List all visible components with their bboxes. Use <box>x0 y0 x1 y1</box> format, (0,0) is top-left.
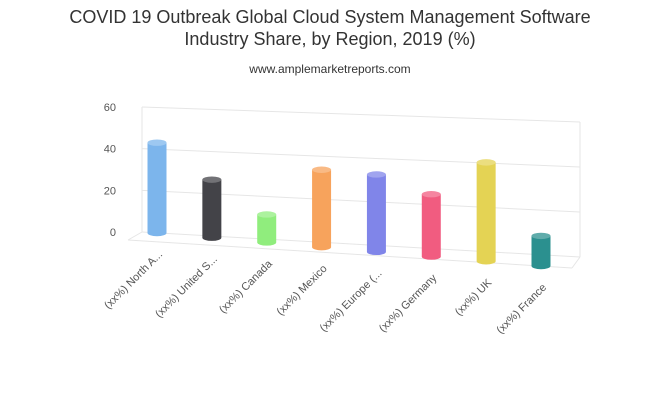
bar-top <box>421 191 441 198</box>
bar-body <box>366 174 386 256</box>
bar[interactable] <box>202 176 222 241</box>
bar-body <box>421 194 441 260</box>
x-category-label: (xx%) United S... <box>153 253 220 320</box>
bar-body <box>257 214 277 246</box>
bar-body <box>531 235 551 270</box>
bar[interactable] <box>421 191 441 260</box>
floor-edge-left <box>127 231 143 241</box>
y-tick-label: 20 <box>104 185 116 197</box>
bar-body <box>202 179 222 241</box>
bar[interactable] <box>312 166 332 251</box>
bar[interactable] <box>476 159 496 265</box>
y-tick-label: 60 <box>104 102 116 114</box>
bars-layer <box>147 139 551 270</box>
chart-subtitle: www.amplemarketreports.com <box>249 62 411 76</box>
gridline <box>141 148 581 168</box>
bar-top <box>312 166 332 173</box>
y-tick-label: 40 <box>104 144 116 156</box>
x-category-label: (xx%) Canada <box>217 257 275 315</box>
x-category-label: (xx%) Europe (... <box>318 267 385 334</box>
gridline <box>141 106 581 123</box>
floor-edge-right <box>571 256 581 269</box>
x-category-label: (xx%) North A... <box>102 249 165 312</box>
floor-front-edge <box>127 239 573 269</box>
chart-title: COVID 19 Outbreak Global Cloud System Ma… <box>0 6 660 50</box>
bar-top <box>366 171 386 178</box>
bar-top <box>257 211 277 218</box>
bar-body <box>476 162 496 265</box>
bar-body <box>312 169 332 251</box>
y-axis: 0 20 40 60 <box>104 102 116 239</box>
x-category-label: (xx%) Germany <box>377 272 440 335</box>
bar[interactable] <box>531 232 551 270</box>
x-category-label: (xx%) France <box>494 282 549 337</box>
chart-title-line2: Industry Share, by Region, 2019 (%) <box>184 29 476 49</box>
x-category-label: (xx%) Mexico <box>275 263 330 318</box>
bar[interactable] <box>257 211 277 246</box>
bar-top <box>202 176 222 183</box>
bar-top <box>476 159 496 166</box>
chart-title-line1: COVID 19 Outbreak Global Cloud System Ma… <box>69 7 591 27</box>
x-category-label: (xx%) UK <box>453 276 495 318</box>
y-tick-label: 0 <box>110 227 116 239</box>
grid-layer <box>127 106 581 269</box>
bar[interactable] <box>366 171 386 256</box>
bar-body <box>147 142 167 237</box>
bar[interactable] <box>147 139 167 237</box>
bar-top <box>531 232 551 240</box>
bar-top <box>147 139 167 146</box>
